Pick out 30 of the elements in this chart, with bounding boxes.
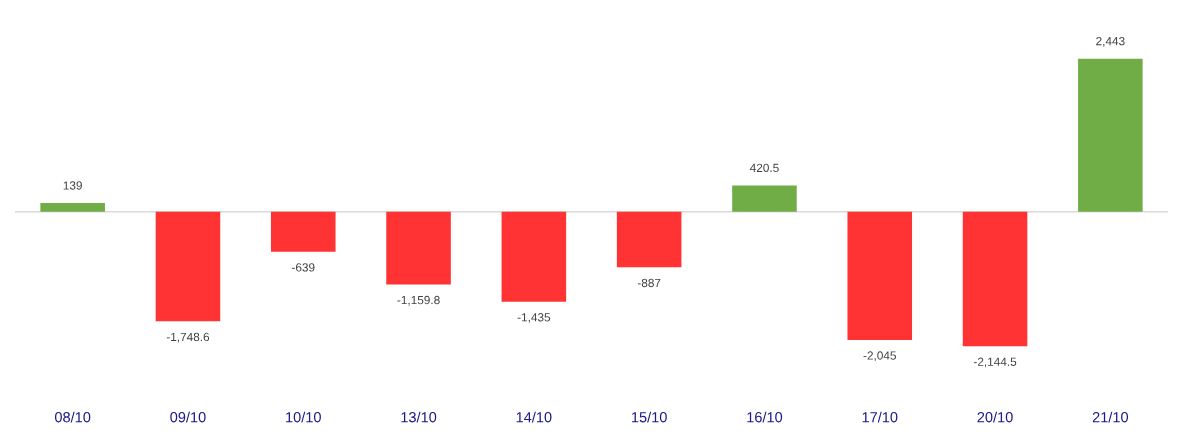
bar (40, 203, 105, 212)
x-tick-label: 15/10 (632, 411, 667, 423)
data-label: -2,144.5 (973, 357, 1017, 368)
bar (501, 211, 567, 302)
bar (1078, 58, 1143, 212)
data-label: -887 (637, 278, 661, 288)
bar (616, 211, 682, 268)
x-tick-label: 10/10 (286, 411, 321, 423)
x-tick-label: 21/10 (1092, 411, 1129, 423)
x-tick-label: 08/10 (54, 411, 91, 423)
x-tick-label: 16/10 (747, 411, 783, 423)
data-label: -1,435 (517, 313, 551, 323)
x-tick-label: 17/10 (862, 411, 898, 423)
x-tick-label: 14/10 (516, 411, 552, 423)
bar (962, 211, 1028, 347)
data-label: 420.5 (749, 163, 779, 172)
bar (847, 211, 913, 340)
bar (386, 211, 451, 285)
data-label: -639 (291, 263, 315, 272)
data-label: -1,748.6 (166, 332, 210, 343)
x-tick-label: 09/10 (170, 411, 206, 423)
x-tick-label: 20/10 (977, 411, 1013, 423)
data-label: 139 (63, 181, 82, 190)
data-label: -2,045 (863, 351, 896, 362)
data-label: 2,443 (1096, 36, 1125, 47)
x-tick-label: 13/10 (401, 411, 437, 423)
bar (155, 211, 221, 322)
data-label: -1,159.8 (397, 295, 440, 306)
bar (270, 211, 336, 252)
bar (732, 185, 797, 212)
